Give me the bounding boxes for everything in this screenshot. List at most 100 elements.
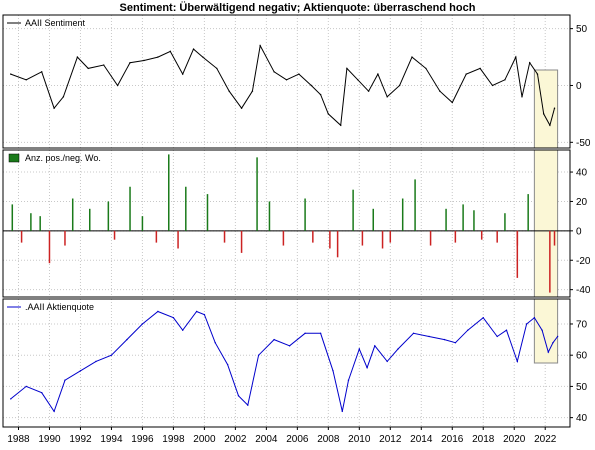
x-tick-label: 1994 bbox=[100, 434, 123, 445]
bar bbox=[223, 230, 226, 243]
bar bbox=[504, 213, 506, 231]
data-point bbox=[129, 62, 131, 64]
data-point bbox=[482, 317, 484, 319]
data-point bbox=[425, 67, 427, 70]
data-point bbox=[203, 313, 206, 316]
bar bbox=[462, 204, 464, 231]
y-tick-label: 60 bbox=[576, 351, 588, 362]
data-point bbox=[126, 338, 128, 341]
bar bbox=[206, 194, 209, 231]
bar bbox=[304, 198, 306, 231]
bar bbox=[155, 230, 158, 243]
data-point bbox=[251, 90, 254, 92]
grid-layer bbox=[3, 15, 570, 427]
bar bbox=[553, 230, 556, 246]
bar bbox=[71, 198, 74, 231]
bar bbox=[185, 186, 187, 231]
data-point bbox=[116, 84, 119, 87]
legend-label: .AAII Aktienquote bbox=[25, 302, 94, 312]
panel-frame bbox=[2, 298, 571, 428]
data-point bbox=[237, 395, 240, 397]
data-point bbox=[367, 90, 370, 92]
bar bbox=[372, 208, 375, 231]
data-point bbox=[257, 354, 260, 356]
bar bbox=[473, 210, 475, 231]
data-point bbox=[327, 113, 330, 115]
y-tick-label: -50 bbox=[576, 138, 591, 149]
data-point bbox=[516, 360, 519, 363]
data-point bbox=[288, 345, 291, 347]
data-point bbox=[358, 348, 361, 350]
data-point bbox=[141, 323, 144, 325]
data-point bbox=[547, 351, 550, 353]
x-tick-label: 2020 bbox=[503, 434, 526, 445]
data-point bbox=[454, 342, 457, 344]
x-tick-label: 2008 bbox=[317, 434, 340, 445]
data-point bbox=[411, 56, 413, 58]
bar bbox=[312, 230, 314, 243]
data-point bbox=[439, 90, 441, 92]
data-point bbox=[332, 370, 334, 372]
data-point bbox=[319, 332, 322, 335]
data-point bbox=[521, 96, 523, 98]
data-point bbox=[41, 71, 43, 73]
data-point bbox=[226, 363, 229, 366]
data-point bbox=[340, 124, 342, 126]
data-point bbox=[143, 59, 145, 62]
data-point bbox=[341, 410, 343, 413]
data-point bbox=[53, 107, 55, 109]
bar bbox=[282, 230, 285, 246]
x-tick-label: 1988 bbox=[7, 434, 30, 445]
data-point bbox=[310, 84, 312, 87]
y-tick-label: -20 bbox=[576, 256, 591, 267]
data-point bbox=[157, 56, 159, 58]
data-point bbox=[541, 329, 543, 331]
bar bbox=[336, 230, 339, 258]
bar bbox=[516, 230, 519, 278]
y-tick-label: 0 bbox=[576, 81, 582, 92]
data-point bbox=[110, 354, 113, 356]
data-point bbox=[386, 360, 388, 363]
data-point bbox=[247, 404, 249, 406]
x-tick-label: 2010 bbox=[348, 434, 371, 445]
data-point bbox=[553, 107, 556, 109]
data-point bbox=[505, 329, 508, 331]
data-point bbox=[549, 124, 551, 126]
data-point bbox=[377, 73, 379, 75]
y-tick-label: 20 bbox=[576, 197, 588, 208]
data-point bbox=[285, 79, 288, 81]
data-point bbox=[319, 93, 322, 96]
data-point bbox=[216, 67, 218, 70]
data-point bbox=[102, 64, 105, 66]
data-point bbox=[347, 379, 350, 381]
bar bbox=[527, 194, 529, 231]
data-point bbox=[41, 391, 43, 394]
data-point bbox=[192, 48, 195, 50]
data-point bbox=[443, 338, 446, 341]
highlight-box bbox=[533, 69, 559, 364]
x-tick-label: 2012 bbox=[379, 434, 402, 445]
bar bbox=[107, 201, 110, 231]
bar bbox=[30, 213, 32, 231]
data-point bbox=[525, 323, 528, 325]
bar bbox=[401, 198, 404, 231]
data-point bbox=[172, 317, 175, 319]
bar bbox=[480, 230, 483, 240]
data-point bbox=[529, 62, 531, 64]
bar bbox=[445, 208, 447, 231]
data-point bbox=[259, 44, 261, 47]
data-point bbox=[515, 56, 517, 58]
x-tick-label: 2002 bbox=[224, 434, 247, 445]
data-point bbox=[374, 345, 376, 347]
legend-label: Anz. pos./neg. Wo. bbox=[25, 153, 101, 163]
data-point bbox=[366, 366, 368, 369]
data-point bbox=[397, 348, 399, 350]
bar bbox=[48, 230, 51, 264]
bar bbox=[329, 230, 331, 249]
x-tick-label: 1998 bbox=[162, 434, 185, 445]
x-tick-label: 1990 bbox=[38, 434, 61, 445]
data-point bbox=[552, 342, 554, 344]
data-point bbox=[228, 90, 230, 92]
bar bbox=[516, 230, 519, 246]
